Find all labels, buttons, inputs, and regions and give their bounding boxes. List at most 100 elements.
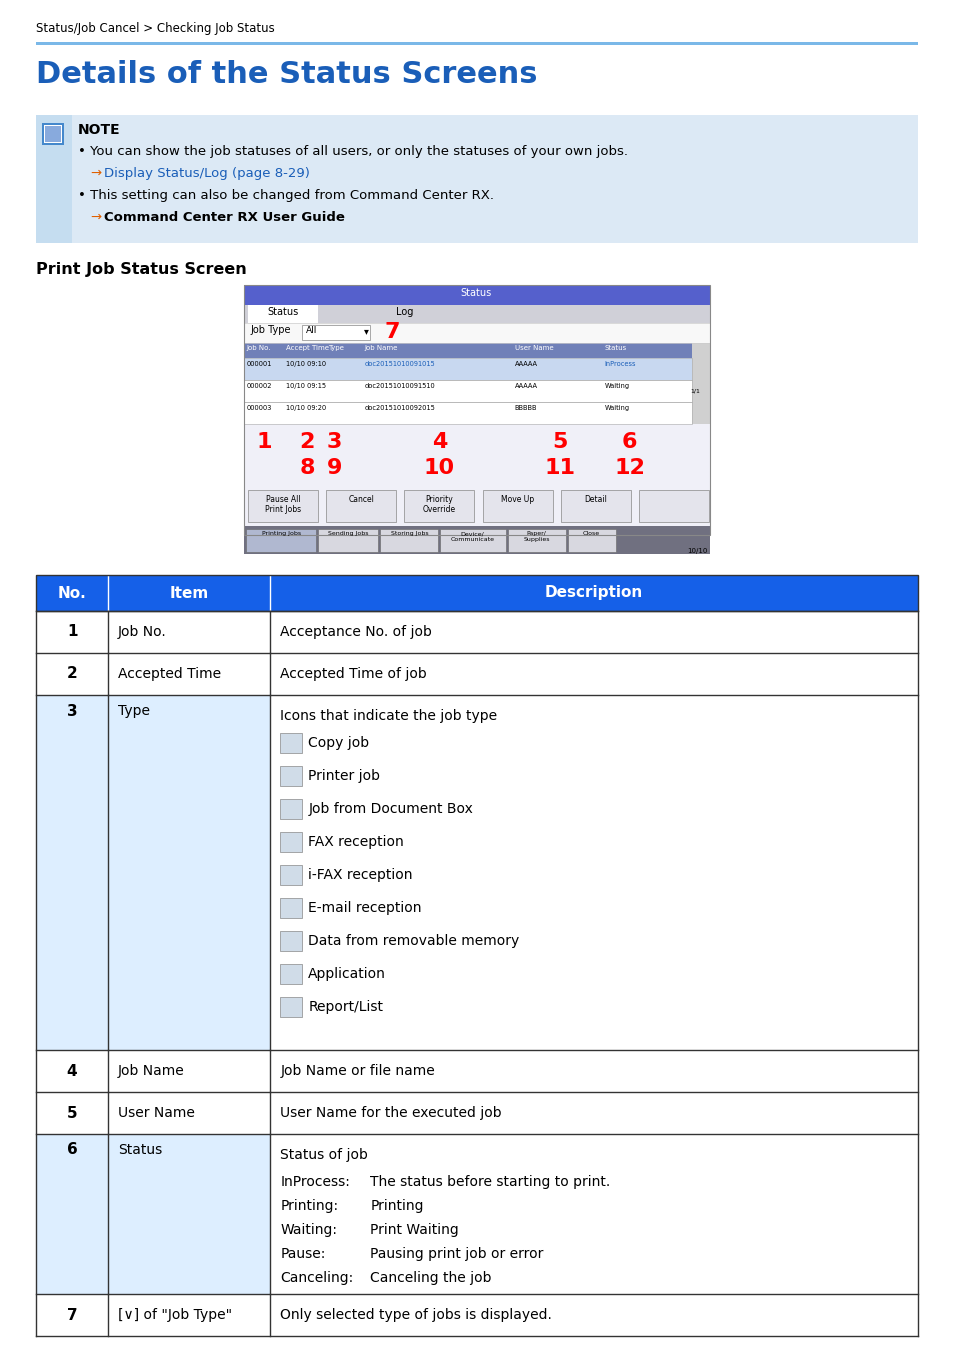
Text: Cancel: Cancel <box>348 495 374 504</box>
Text: Description: Description <box>544 586 642 601</box>
Bar <box>380 529 438 552</box>
Text: Canceling the job: Canceling the job <box>370 1270 492 1285</box>
Text: 2: 2 <box>67 667 77 682</box>
Text: Log: Log <box>395 306 413 317</box>
Text: 4: 4 <box>67 1064 77 1079</box>
Bar <box>244 379 691 402</box>
Text: Job from Document Box: Job from Document Box <box>308 802 473 815</box>
Text: 6: 6 <box>67 1142 77 1157</box>
Bar <box>36 575 917 612</box>
Bar <box>280 799 302 819</box>
Bar <box>244 323 709 343</box>
Text: Report/List: Report/List <box>308 1000 383 1014</box>
Bar <box>280 898 302 918</box>
Text: 10/10: 10/10 <box>687 548 707 554</box>
Bar <box>280 832 302 852</box>
Bar <box>280 765 302 786</box>
Text: Print Waiting: Print Waiting <box>370 1223 458 1237</box>
Text: Move Up: Move Up <box>500 495 534 504</box>
Bar <box>280 998 302 1017</box>
Text: Command Center RX User Guide: Command Center RX User Guide <box>104 211 345 224</box>
Bar <box>244 285 709 535</box>
Text: 000003: 000003 <box>246 405 272 410</box>
Text: Accepted Time of job: Accepted Time of job <box>280 667 427 680</box>
Bar <box>244 402 691 424</box>
Text: Status: Status <box>604 346 626 351</box>
Text: All: All <box>306 325 317 335</box>
Text: Job No.: Job No. <box>118 625 167 639</box>
Bar <box>244 305 709 323</box>
Text: i-FAX reception: i-FAX reception <box>308 868 413 882</box>
Bar <box>36 575 917 612</box>
Text: 8: 8 <box>299 458 314 478</box>
Text: Icons that indicate the job type: Icons that indicate the job type <box>280 709 497 724</box>
Text: Waiting:: Waiting: <box>280 1223 337 1237</box>
Text: Type: Type <box>118 703 150 718</box>
Text: AAAAA: AAAAA <box>514 383 537 389</box>
Text: 000001: 000001 <box>246 360 272 367</box>
Text: Status of job: Status of job <box>280 1148 368 1162</box>
Text: Device/
Communicate: Device/ Communicate <box>450 531 494 541</box>
Text: Pausing print job or error: Pausing print job or error <box>370 1247 543 1261</box>
Text: Job Name or file name: Job Name or file name <box>280 1064 435 1079</box>
Text: Job Name: Job Name <box>364 346 397 351</box>
Text: 10/10 09:15: 10/10 09:15 <box>286 383 326 389</box>
Bar <box>270 695 917 1050</box>
Bar <box>36 1092 917 1134</box>
Text: 9: 9 <box>326 458 342 478</box>
Bar <box>638 490 708 522</box>
Text: Accepted Time: Accepted Time <box>118 667 221 680</box>
Bar <box>36 612 917 653</box>
Bar <box>326 490 396 522</box>
Text: Acceptance No. of job: Acceptance No. of job <box>280 625 432 639</box>
Text: Job No.: Job No. <box>246 346 271 351</box>
Text: Only selected type of jobs is displayed.: Only selected type of jobs is displayed. <box>280 1308 552 1322</box>
Bar <box>482 490 552 522</box>
Text: Item: Item <box>170 586 209 601</box>
Text: InProcess:: InProcess: <box>280 1174 350 1189</box>
Text: The status before starting to print.: The status before starting to print. <box>370 1174 610 1189</box>
Bar <box>36 1134 270 1295</box>
Bar <box>280 733 302 753</box>
Text: Application: Application <box>308 967 386 981</box>
Text: Printing: Printing <box>370 1199 423 1214</box>
Text: Detail: Detail <box>583 495 606 504</box>
Text: Display Status/Log (page 8-29): Display Status/Log (page 8-29) <box>104 167 310 180</box>
Text: Status: Status <box>460 288 492 298</box>
Text: 2: 2 <box>299 432 314 452</box>
Text: 3: 3 <box>67 703 77 718</box>
Bar <box>244 285 709 535</box>
Text: Priority
Override: Priority Override <box>422 495 456 514</box>
Bar <box>36 653 917 695</box>
Text: 5: 5 <box>67 1106 77 1120</box>
Text: 10/10 09:10: 10/10 09:10 <box>286 360 326 367</box>
Text: InProcess: InProcess <box>604 360 636 367</box>
Text: 5: 5 <box>552 432 567 452</box>
Text: ▾: ▾ <box>364 325 369 336</box>
Text: →: → <box>91 167 107 180</box>
Bar <box>440 529 505 552</box>
Text: Type: Type <box>328 346 344 351</box>
Text: 7: 7 <box>67 1308 77 1323</box>
Bar <box>44 126 62 143</box>
Bar <box>36 695 270 1050</box>
Text: Waiting: Waiting <box>604 383 629 389</box>
Text: Printing Jobs: Printing Jobs <box>261 531 300 536</box>
Text: doc20151010091510: doc20151010091510 <box>364 383 435 389</box>
Text: User Name for the executed job: User Name for the executed job <box>280 1106 501 1120</box>
Bar <box>567 529 615 552</box>
Text: Printer job: Printer job <box>308 769 380 783</box>
Text: Status: Status <box>268 306 298 317</box>
Text: • You can show the job statuses of all users, or only the statuses of your own j: • You can show the job statuses of all u… <box>78 144 627 158</box>
Bar <box>244 358 691 379</box>
Bar <box>302 325 370 340</box>
Text: 12: 12 <box>614 458 644 478</box>
Text: Print Job Status Screen: Print Job Status Screen <box>36 262 247 277</box>
Bar <box>246 529 316 552</box>
Text: Paper/
Supplies: Paper/ Supplies <box>523 531 549 541</box>
Bar <box>36 115 72 243</box>
Text: • This setting can also be changed from Command Center RX.: • This setting can also be changed from … <box>78 189 494 202</box>
Text: AAAAA: AAAAA <box>514 360 537 367</box>
Bar <box>36 115 917 243</box>
Text: Job Name: Job Name <box>118 1064 185 1079</box>
